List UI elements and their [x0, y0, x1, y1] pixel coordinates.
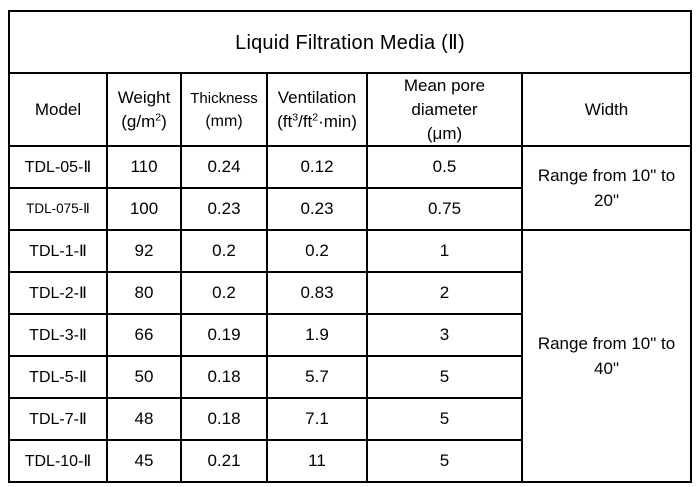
col-header-ventilation: Ventilation (ft3/ft2·min): [266, 71, 368, 148]
title-row: Liquid Filtration Media (Ⅱ): [7, 10, 693, 74]
thickness-cell: 0.2: [180, 271, 268, 316]
ventilation-cell: 0.83: [266, 271, 368, 316]
ventilation-cell: 7.1: [266, 397, 368, 442]
col-header-thickness: Thickness (mm): [180, 71, 268, 148]
ventilation-cell: 0.12: [266, 145, 368, 190]
col-header-mean-pore-diameter: Mean pore diameter (μm): [366, 71, 523, 148]
thickness-cell: 0.24: [180, 145, 268, 190]
weight-header-unit: (g/m2): [121, 112, 167, 131]
table-row: TDL-10-Ⅱ 45 0.21 11 5: [8, 439, 691, 484]
ventilation-unit-post: ·min): [318, 111, 357, 131]
ventilation-cell: 0.23: [266, 187, 368, 232]
model-cell: TDL-10-Ⅱ: [8, 439, 108, 484]
model-cell: TDL-05-Ⅱ: [8, 145, 108, 190]
weight-cell: 48: [106, 397, 182, 442]
ventilation-cell: 11: [266, 439, 368, 484]
pore-diameter-cell: 5: [366, 397, 523, 442]
pore-diameter-cell: 2: [366, 271, 523, 316]
ventilation-unit-pre: (ft: [277, 111, 293, 131]
weight-unit-pre: (g/m: [121, 111, 156, 131]
pore-diameter-cell: 1: [366, 229, 523, 274]
model-cell: TDL-5-Ⅱ: [8, 355, 108, 400]
ventilation-cell: 5.7: [266, 355, 368, 400]
table-row: TDL-3-Ⅱ 66 0.19 1.9 3: [8, 313, 691, 358]
thickness-cell: 0.19: [180, 313, 268, 358]
pore-diameter-cell: 0.75: [366, 187, 523, 232]
thickness-header-unit: (mm): [205, 113, 243, 131]
ventilation-unit-sup1: 3: [292, 111, 299, 124]
col-header-width: Width: [520, 71, 693, 148]
col-header-weight: Weight (g/m2): [106, 71, 182, 148]
thickness-header-label: Thickness: [190, 89, 258, 107]
table-row: TDL-05-Ⅱ 110 0.24 0.12 0.5 Range from 10…: [8, 145, 693, 232]
table-row: TDL-075-Ⅱ 100 0.23 0.23 0.75: [8, 187, 691, 232]
ventilation-header-unit: (ft3/ft2·min): [277, 112, 357, 131]
weight-unit-sup: 2: [155, 111, 162, 124]
width-range-cell-2: Range from 10" to 40": [520, 229, 693, 484]
weight-cell: 80: [106, 271, 182, 316]
model-cell: TDL-3-Ⅱ: [8, 313, 108, 358]
pore-diameter-cell: 0.5: [366, 145, 523, 190]
thickness-cell: 0.2: [180, 229, 268, 274]
ventilation-unit-mid: /ft: [298, 111, 313, 131]
weight-cell: 92: [106, 229, 182, 274]
thickness-cell: 0.23: [180, 187, 268, 232]
weight-cell: 45: [106, 439, 182, 484]
filtration-media-table: Liquid Filtration Media (Ⅱ) Model Weight…: [7, 10, 693, 484]
thickness-cell: 0.21: [180, 439, 268, 484]
table-title: Liquid Filtration Media (Ⅱ): [7, 10, 693, 74]
pore-diameter-cell: 3: [366, 313, 523, 358]
model-cell: TDL-2-Ⅱ: [8, 271, 108, 316]
pore-diameter-cell: 5: [366, 355, 523, 400]
table-row: TDL-1-Ⅱ 92 0.2 0.2 1 Range from 10" to 4…: [8, 229, 693, 484]
ventilation-cell: 0.2: [266, 229, 368, 274]
weight-cell: 66: [106, 313, 182, 358]
mean-pore-line2: diameter: [411, 99, 478, 119]
table-row: TDL-2-Ⅱ 80 0.2 0.83 2: [8, 271, 691, 316]
mean-pore-line3: (μm): [426, 123, 463, 143]
pore-diameter-cell: 5: [366, 439, 523, 484]
model-cell: TDL-1-Ⅱ: [8, 229, 108, 274]
table-row: TDL-7-Ⅱ 48 0.18 7.1 5: [8, 397, 691, 442]
model-cell: TDL-075-Ⅱ: [8, 187, 108, 232]
ventilation-unit-sup2: 2: [312, 111, 319, 124]
ventilation-cell: 1.9: [266, 313, 368, 358]
weight-header-label: Weight: [117, 87, 171, 107]
mean-pore-line1: Mean pore: [403, 76, 486, 95]
table-row: TDL-5-Ⅱ 50 0.18 5.7 5: [8, 355, 691, 400]
col-header-model: Model: [8, 71, 108, 148]
weight-cell: 50: [106, 355, 182, 400]
width-range-cell-1: Range from 10" to 20": [520, 145, 693, 232]
ventilation-header-label: Ventilation: [277, 87, 357, 107]
model-cell: TDL-7-Ⅱ: [8, 397, 108, 442]
thickness-cell: 0.18: [180, 355, 268, 400]
weight-cell: 100: [106, 187, 182, 232]
header-row: Model Weight (g/m2) Thickness (mm) Venti…: [8, 71, 693, 148]
thickness-cell: 0.18: [180, 397, 268, 442]
weight-cell: 110: [106, 145, 182, 190]
weight-unit-post: ): [161, 111, 167, 131]
